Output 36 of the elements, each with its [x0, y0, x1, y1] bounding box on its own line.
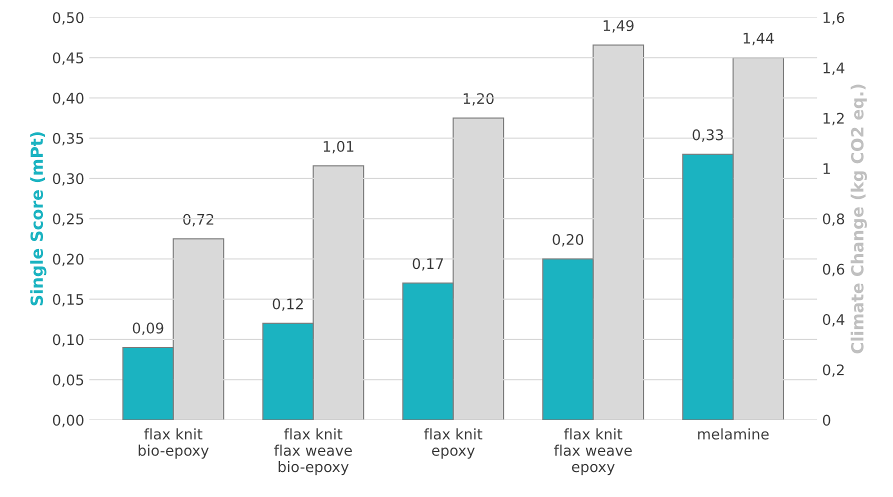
- y-tick-label: 0,20: [52, 254, 84, 266]
- y2-tick-label: 0,8: [822, 213, 844, 226]
- data-label: 0,12: [272, 298, 303, 311]
- data-label: 1,44: [744, 32, 774, 46]
- data-label: 0,33: [692, 129, 723, 142]
- y2-tick-label: 0,6: [822, 264, 844, 276]
- y2-tick-label: 0,2: [822, 364, 844, 377]
- x-tick-label: flax knit epoxy: [424, 428, 482, 459]
- y2-tick-label: 1,6: [824, 12, 844, 25]
- data-label: 1,49: [604, 20, 634, 33]
- data-label: 0,20: [552, 234, 584, 246]
- y-tick-label: 0,05: [52, 374, 84, 387]
- x-tick-label: flax knit bio-epoxy: [138, 428, 209, 459]
- y2-tick-label: 0,4: [822, 314, 844, 327]
- x-tick-label: flax knit flax weave epoxy: [554, 428, 632, 476]
- y-tick-label: 0,25: [52, 213, 84, 226]
- x-tick-label: melamine: [698, 428, 769, 440]
- y-tick-label: 0,30: [52, 173, 84, 186]
- y2-tick-label: 1,2: [824, 112, 844, 126]
- y-tick-label: 0,50: [52, 12, 84, 25]
- data-label: 0,09: [132, 322, 164, 336]
- y-axis-title: Single Score (mPt): [30, 132, 46, 306]
- y-tick-label: 0,00: [52, 414, 84, 428]
- data-label: 1,01: [324, 140, 354, 154]
- y-tick-label: 0,15: [52, 294, 84, 306]
- y2-tick-label: 0: [822, 414, 830, 426]
- y2-axis-title: Climate Change (kg CO2 eq.): [850, 84, 867, 354]
- data-label: 0,17: [412, 258, 443, 271]
- y-tick-label: 0,10: [52, 334, 84, 347]
- y2-tick-label: 1,4: [824, 62, 844, 75]
- data-label: 0,72: [183, 214, 214, 226]
- y-tick-label: 0,35: [52, 132, 84, 146]
- y-tick-label: 0,45: [52, 52, 84, 65]
- x-tick-label: flax knit flax weave bio-epoxy: [274, 428, 352, 476]
- y2-tick-label: 1: [824, 163, 830, 174]
- y-tick-label: 0,40: [52, 92, 84, 106]
